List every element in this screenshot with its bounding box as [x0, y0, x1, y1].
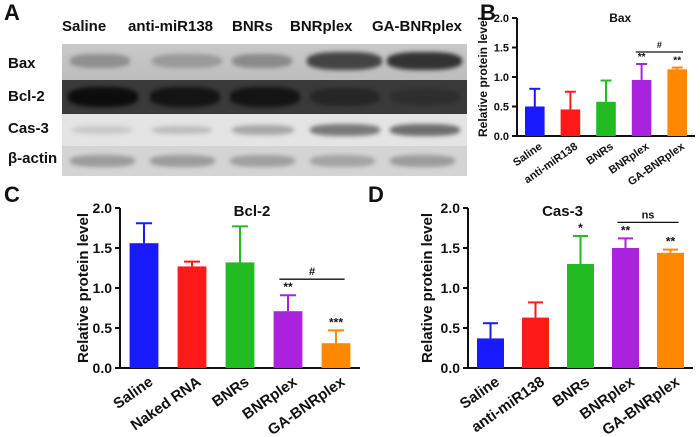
bar [477, 338, 504, 368]
blot-strip-beta-actin [62, 146, 467, 176]
blot-band [150, 155, 215, 167]
blot-band [310, 124, 380, 136]
blot-strip-bcl2 [62, 80, 467, 114]
bar [567, 264, 594, 368]
western-blot: Saline anti-miR138 BNRs BNRplex GA-BNRpl… [0, 0, 470, 178]
panel-a-letter: A [4, 0, 20, 25]
bar [596, 101, 616, 136]
y-tick-label: 0.5 [494, 101, 509, 113]
y-tick-label: 2.0 [441, 200, 461, 216]
panel-b-letter: B [480, 0, 496, 25]
y-tick-label: 0.0 [441, 360, 461, 376]
significance-label: *** [329, 315, 343, 329]
blot-band [232, 125, 294, 135]
blot-band [230, 87, 300, 107]
bracket-label: ns [642, 209, 655, 221]
blot-band [72, 126, 132, 134]
significance-label: ** [666, 235, 676, 249]
y-tick-label: 2.0 [93, 200, 113, 216]
bar [657, 252, 684, 368]
panel-c-letter: C [4, 182, 20, 207]
bracket-label: # [309, 266, 315, 278]
lane-label-bnrplex: BNRplex [290, 18, 353, 35]
bar [667, 69, 687, 136]
bracket-label: # [657, 40, 662, 50]
bar [321, 343, 351, 368]
lane-label-saline: Saline [62, 18, 107, 35]
bar [177, 266, 207, 368]
blot-band [70, 54, 130, 68]
bar [560, 109, 581, 136]
blot-band [390, 89, 460, 105]
y-tick-label: 2.0 [494, 13, 509, 25]
lane-label-anti-mir138: anti-miR138 [128, 18, 214, 35]
y-tick-label: 1.0 [441, 280, 461, 296]
blot-strip-cas3 [62, 114, 467, 146]
chart-title: Bax [609, 11, 631, 25]
y-axis-title: Relative protein level [75, 213, 92, 363]
blot-band [152, 126, 212, 134]
y-tick-label: 0.5 [441, 320, 461, 336]
bar [612, 248, 639, 368]
bar [273, 311, 303, 368]
significance-label: ** [638, 52, 646, 63]
significance-label: * [578, 221, 583, 235]
y-axis-title: Relative protein level [476, 17, 490, 137]
y-tick-label: 1.5 [494, 42, 509, 54]
blot-strip-bax [62, 44, 467, 80]
bar [225, 262, 255, 368]
blot-band [310, 88, 380, 106]
bar [631, 79, 652, 136]
bar [129, 243, 159, 368]
lane-label-ga-bnrplex: GA-BNRplex [372, 18, 463, 35]
row-label-cas3: Cas-3 [8, 120, 49, 137]
y-tick-label: 1.0 [93, 280, 113, 296]
blot-band [68, 87, 138, 107]
bar [525, 106, 545, 136]
chart-title: Bcl-2 [234, 203, 271, 220]
panel-d-letter: D [368, 182, 384, 207]
blot-band [307, 52, 382, 70]
blot-band [152, 54, 222, 68]
y-tick-label: 0.0 [494, 131, 509, 143]
blot-band [70, 155, 135, 167]
bar [522, 317, 549, 368]
y-axis-title: Relative protein level [419, 213, 436, 363]
y-tick-label: 1.5 [93, 240, 113, 256]
row-label-beta-actin: β-actin [8, 150, 58, 167]
significance-label: ** [673, 56, 681, 67]
y-tick-label: 1.0 [494, 72, 509, 84]
blot-band [387, 52, 462, 70]
chart-bax: 0.0 0.5 1.0 1.5 2.0 Relative protein level Bax… [476, 11, 695, 188]
blot-band [232, 54, 292, 68]
chart-title: Cas-3 [542, 203, 583, 220]
y-tick-label: 1.5 [441, 240, 461, 256]
y-tick-label: 0.5 [93, 320, 113, 336]
row-label-bcl2: Bcl-2 [8, 88, 45, 105]
lane-label-bnrs: BNRs [232, 18, 273, 35]
blot-band [390, 155, 455, 167]
blot-band [310, 155, 375, 167]
significance-label: ** [621, 223, 631, 237]
y-tick-label: 0.0 [93, 360, 113, 376]
blot-band [230, 155, 295, 167]
significance-label: ** [283, 280, 293, 294]
blot-band [150, 87, 220, 107]
row-label-bax: Bax [8, 55, 36, 72]
blot-band [390, 124, 460, 136]
chart-cas3: 0.0 0.5 1.0 1.5 2.0 Relative protein level Cas… [419, 200, 693, 437]
